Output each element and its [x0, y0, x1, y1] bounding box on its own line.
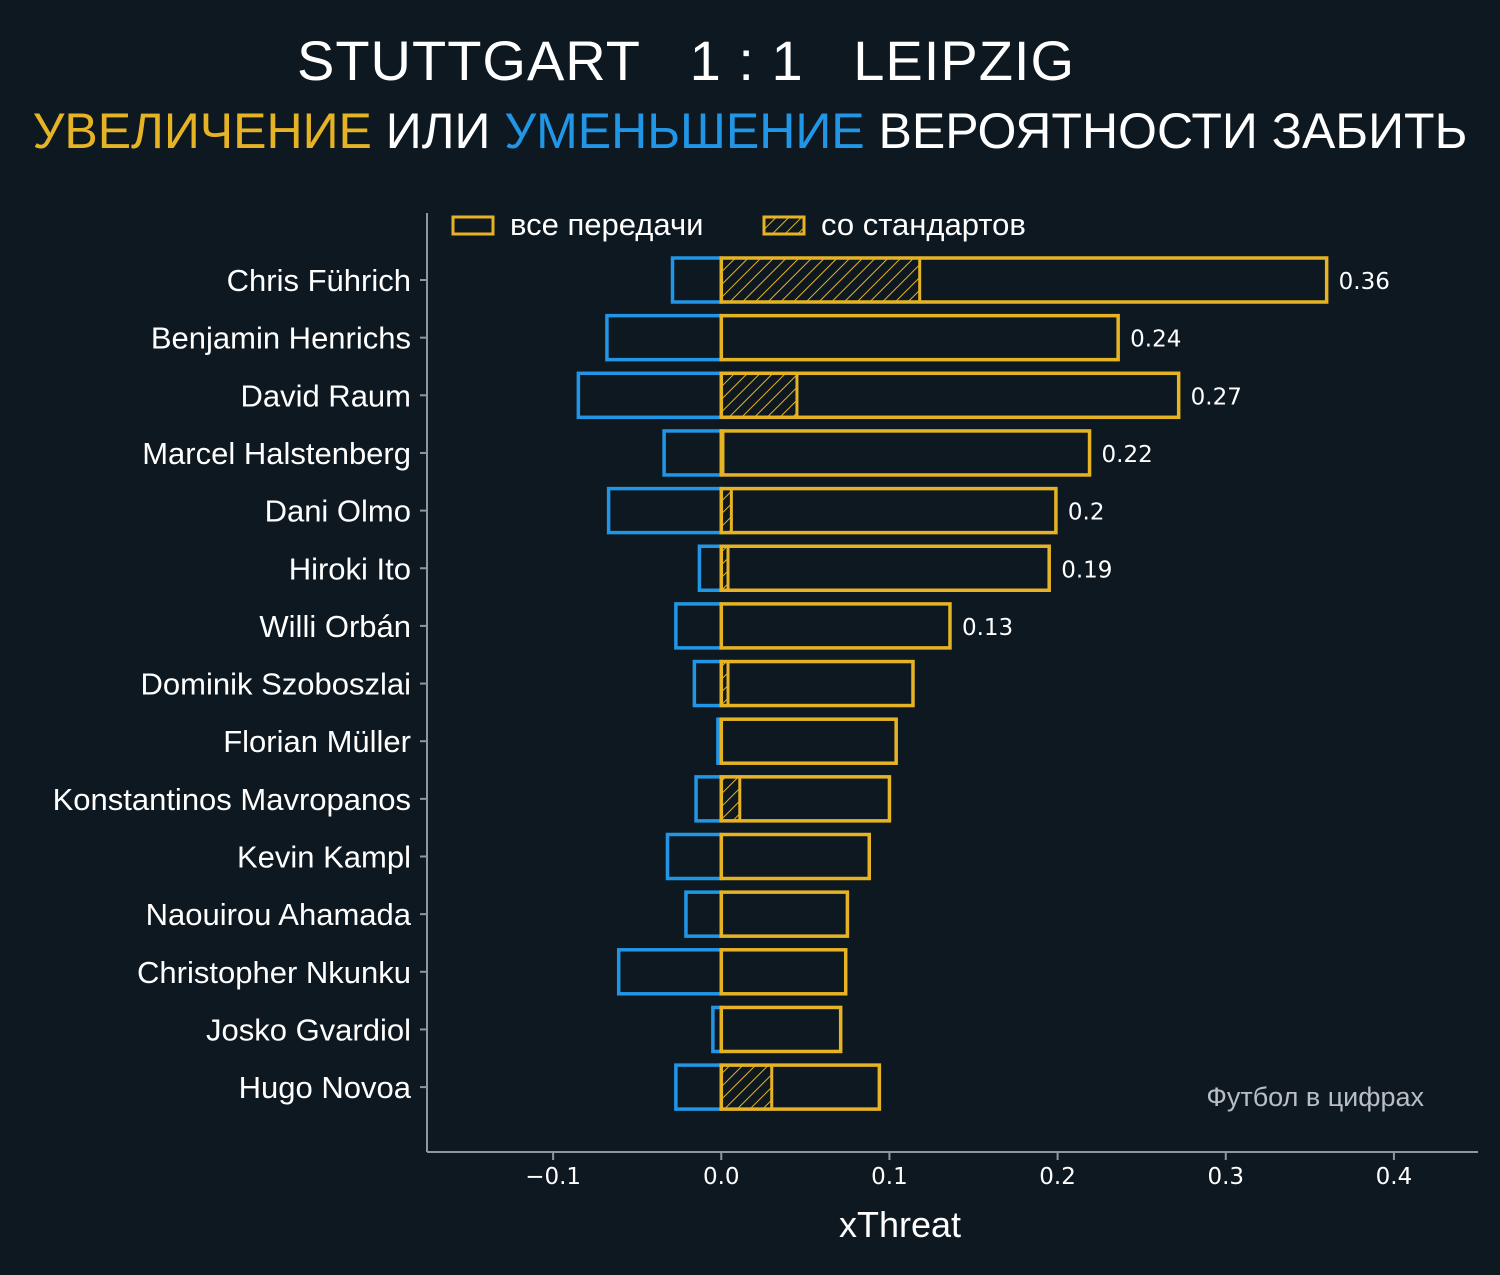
watermark: Футбол в цифрах [1206, 1082, 1424, 1112]
subtitle-increase: УВЕЛИЧЕНИЕ [32, 103, 372, 159]
player-label: Marcel Halstenberg [142, 436, 411, 471]
chart-subtitle: УВЕЛИЧЕНИЕ ИЛИ УМЕНЬШЕНИЕ ВЕРОЯТНОСТИ ЗА… [0, 102, 1500, 160]
x-tick-label: 0.2 [1039, 1164, 1076, 1190]
decrease-bar [576, 371, 724, 420]
player-label: Christopher Nkunku [137, 955, 411, 990]
increase-bar [719, 371, 1181, 420]
match-title: STUTTGART 1 : 1 LEIPZIG [0, 28, 1372, 93]
increase-bar [719, 890, 850, 938]
decrease-bar [697, 544, 724, 592]
player-label: Chris Führich [227, 263, 411, 298]
player-label: Konstantinos Mavropanos [53, 782, 411, 817]
increase-bar [719, 602, 952, 650]
increase-bar [719, 659, 915, 708]
player-label: Hugo Novoa [239, 1070, 412, 1105]
increase-bar [719, 486, 1058, 535]
player-label: Benjamin Henrichs [151, 321, 411, 356]
player-label: Naouirou Ahamada [146, 897, 412, 932]
decrease-bar [694, 775, 724, 823]
player-label: Dani Olmo [265, 494, 411, 529]
set-pieces-bar [719, 256, 922, 304]
decrease-bar [684, 890, 724, 938]
legend-swatch-set-pieces [762, 215, 806, 236]
increase-bar [719, 717, 898, 765]
increase-bar [719, 775, 892, 823]
player-label: David Raum [240, 378, 411, 413]
decrease-bar [606, 486, 724, 535]
subtitle-rest: ВЕРОЯТНОСТИ ЗАБИТЬ [878, 103, 1468, 159]
increase-bar [719, 429, 1092, 477]
data-label: 0.22 [1102, 442, 1153, 468]
subtitle-or: ИЛИ [385, 103, 491, 159]
increase-bar [719, 544, 1051, 592]
decrease-bar [616, 948, 724, 996]
data-label: 0.36 [1339, 269, 1390, 295]
decrease-bar [670, 256, 724, 304]
player-label: Kevin Kampl [237, 840, 411, 875]
player-label: Josko Gvardiol [206, 1012, 411, 1047]
data-label: 0.19 [1061, 557, 1112, 583]
decrease-bar [662, 429, 724, 477]
decrease-bar [674, 1063, 724, 1111]
legend-label-set-pieces: со стандартов [821, 207, 1026, 242]
data-label: 0.2 [1068, 500, 1105, 526]
data-label: 0.24 [1130, 327, 1181, 353]
increase-bar [719, 313, 1120, 362]
x-tick-label: −0.1 [525, 1164, 581, 1190]
x-tick-label: 0.4 [1376, 1164, 1413, 1190]
decrease-bar [605, 313, 724, 362]
home-team: STUTTGART [296, 29, 640, 92]
increase-bar [719, 832, 872, 881]
away-team: LEIPZIG [853, 29, 1076, 92]
increase-bar [719, 1063, 882, 1111]
data-label: 0.13 [962, 615, 1013, 641]
data-label: 0.27 [1191, 384, 1242, 410]
increase-bar [719, 1005, 843, 1054]
decrease-bar [692, 659, 724, 708]
legend-label-all-passes: все передачи [510, 207, 703, 242]
decrease-bar [674, 602, 724, 650]
x-tick-label: 0.1 [871, 1164, 908, 1190]
player-label: Florian Müller [223, 724, 411, 759]
player-label: Dominik Szoboszlai [141, 667, 412, 702]
player-label: Hiroki Ito [289, 551, 411, 586]
player-label: Willi Orbán [259, 609, 411, 644]
decrease-bar [665, 832, 724, 881]
x-axis-label: xThreat [839, 1204, 961, 1245]
set-pieces-bar [719, 371, 799, 419]
legend: все передачи со стандартов [451, 207, 1026, 242]
match-score: 1 : 1 [689, 29, 804, 92]
set-pieces-bar [719, 775, 742, 823]
x-tick-label: 0.3 [1207, 1164, 1244, 1190]
increase-bar [719, 256, 1329, 304]
legend-swatch-all-passes [451, 215, 495, 236]
x-tick-label: 0.0 [703, 1164, 740, 1190]
increase-bar [719, 948, 848, 996]
subtitle-decrease: УМЕНЬШЕНИЕ [504, 103, 865, 159]
set-pieces-bar [719, 1063, 774, 1111]
